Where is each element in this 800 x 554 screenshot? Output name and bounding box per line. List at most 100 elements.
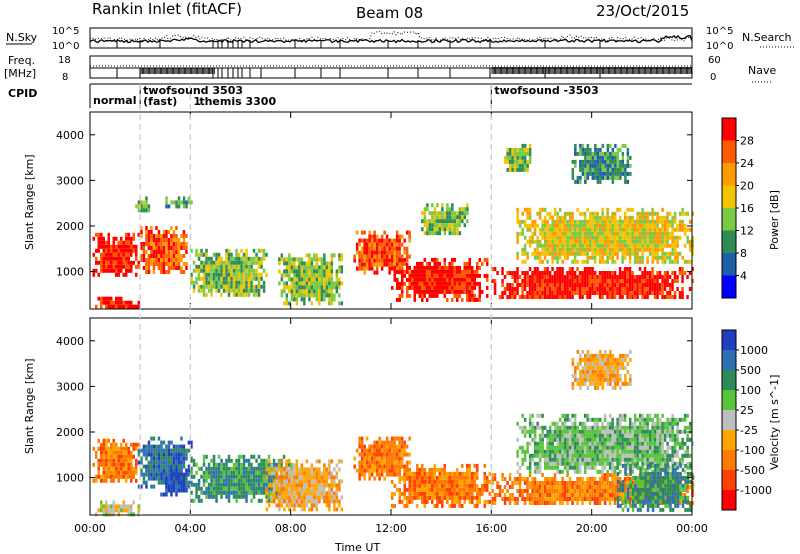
heatmap-cell [448, 261, 451, 266]
heatmap-cell [433, 479, 436, 484]
heatmap-cell [593, 497, 597, 501]
heatmap-cell [446, 223, 449, 228]
heatmap-cell [581, 291, 584, 295]
heatmap-cell [378, 476, 381, 481]
heatmap-cell [498, 485, 502, 489]
heatmap-cell [671, 279, 674, 283]
heatmap-cell [538, 493, 542, 497]
heatmap-cell [543, 223, 547, 228]
heatmap-cell [458, 285, 461, 290]
heatmap-cell [526, 485, 529, 489]
heatmap-cell [132, 304, 135, 309]
heatmap-cell [177, 448, 181, 453]
heatmap-cell [107, 304, 110, 309]
heatmap-cell [579, 147, 582, 152]
heatmap-cell [157, 254, 161, 258]
heatmap-cell [190, 458, 193, 463]
heatmap-cell [260, 474, 263, 479]
heatmap-cell [568, 279, 572, 283]
heatmap-cell [308, 257, 311, 262]
heatmap-cell [491, 473, 494, 477]
heatmap-cell [466, 273, 469, 278]
heatmap-cell [461, 285, 464, 290]
heatmap-cell [162, 460, 166, 465]
heatmap-cell [167, 246, 171, 250]
heatmap-cell [293, 257, 296, 262]
heatmap-cell [390, 266, 394, 271]
heatmap-cell [526, 167, 529, 172]
heatmap-cell [421, 277, 424, 282]
heatmap-cell [385, 460, 389, 465]
heatmap-cell [368, 258, 371, 263]
heatmap-cell [561, 279, 564, 283]
heatmap-cell [586, 227, 589, 232]
heatmap-cell [177, 464, 181, 469]
heatmap-cell [476, 281, 479, 286]
heatmap-cell [528, 481, 532, 485]
heatmap-cell [673, 251, 677, 256]
heatmap-cell [423, 257, 426, 262]
heatmap-cell [390, 254, 394, 259]
heatmap-cell [142, 464, 146, 469]
heatmap-cell [543, 239, 547, 244]
heatmap-cell [661, 291, 664, 295]
heatmap-cell [468, 471, 471, 476]
heatmap-cell [370, 234, 374, 239]
heatmap-cell [606, 163, 610, 168]
heatmap-cell [558, 287, 562, 291]
heatmap-cell [328, 463, 331, 468]
heatmap-cell [594, 143, 597, 148]
heatmap-cell [398, 297, 401, 302]
heatmap-cell [656, 215, 659, 220]
heatmap-cell [611, 477, 614, 481]
heatmap-cell [257, 470, 261, 475]
heatmap-cell [205, 490, 208, 495]
heatmap-cell [290, 289, 294, 294]
heatmap-cell [313, 475, 316, 480]
heatmap-cell [170, 492, 173, 497]
heatmap-cell [588, 497, 592, 501]
heatmap-cell [606, 295, 609, 299]
heatmap-cell [395, 234, 399, 239]
heatmap-cell [506, 497, 509, 501]
heatmap-cell [438, 475, 441, 480]
heatmap-cell [528, 147, 532, 152]
heatmap-cell [579, 163, 582, 168]
heatmap-cell [688, 271, 692, 275]
heatmap-cell [516, 489, 519, 493]
heatmap-cell [548, 231, 552, 236]
heatmap-cell [456, 467, 459, 472]
heatmap-cell [443, 269, 446, 274]
heatmap-cell [606, 291, 609, 295]
heatmap-cell [325, 277, 329, 282]
heatmap-cell [315, 507, 319, 512]
heatmap-cell [601, 287, 604, 291]
heatmap-cell [227, 284, 231, 289]
heatmap-cell [175, 250, 178, 254]
heatmap-cell [516, 287, 519, 291]
heatmap-cell [648, 247, 652, 252]
heatmap-cell [102, 474, 105, 479]
heatmap-cell [205, 470, 208, 475]
heatmap-cell [190, 280, 193, 285]
heatmap-cell [237, 470, 241, 475]
heatmap-cell [563, 211, 567, 216]
heatmap-cell [145, 226, 148, 230]
cpid-label: CPID [8, 87, 37, 100]
heatmap-cell [255, 284, 258, 289]
heatmap-cell [192, 260, 196, 265]
heatmap-cell [506, 147, 509, 152]
heatmap-cell [586, 159, 590, 164]
heatmap-cell [295, 285, 299, 290]
heatmap-cell [280, 471, 284, 476]
heatmap-cell [353, 464, 356, 469]
heatmap-cell [666, 211, 669, 216]
heatmap-cell [561, 501, 564, 505]
heatmap-cell [681, 223, 684, 228]
heatmap-cell [601, 473, 604, 477]
heatmap-cell [393, 277, 396, 282]
heatmap-cell [255, 256, 258, 261]
heatmap-cell [187, 480, 191, 485]
heatmap-cell [285, 297, 289, 302]
heatmap-cell [609, 151, 612, 156]
